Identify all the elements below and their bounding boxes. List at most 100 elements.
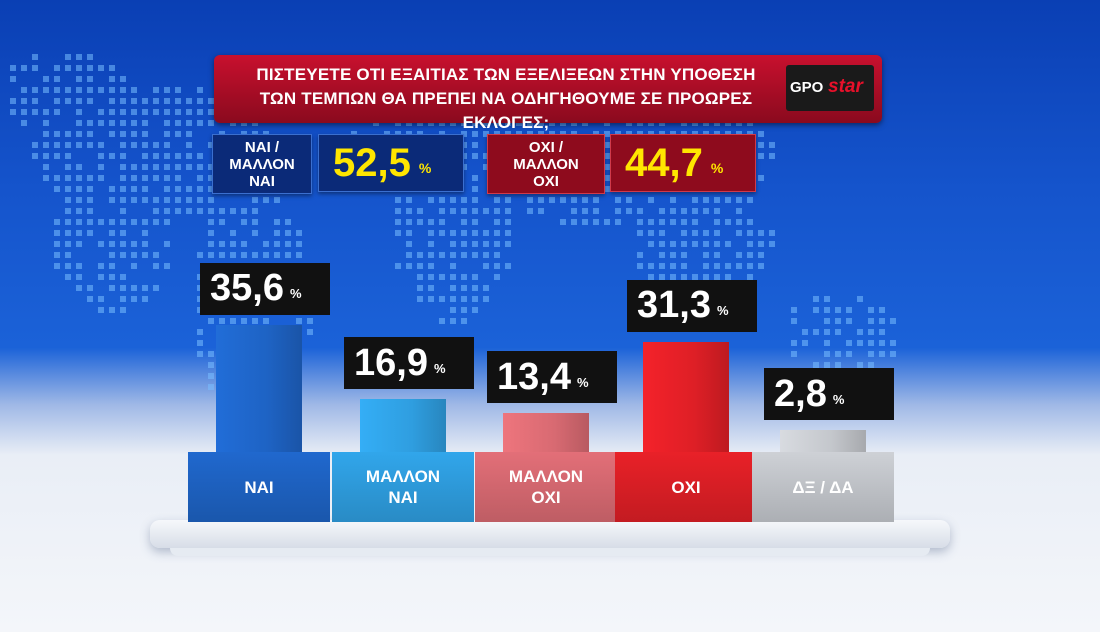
map-dot bbox=[637, 219, 643, 225]
map-dot bbox=[241, 241, 247, 247]
map-dot bbox=[692, 274, 698, 280]
map-dot bbox=[131, 186, 137, 192]
map-dot bbox=[142, 120, 148, 126]
map-dot bbox=[87, 175, 93, 181]
map-dot bbox=[703, 208, 709, 214]
map-dot bbox=[483, 296, 489, 302]
map-dot bbox=[43, 153, 49, 159]
value-number: 31,3 bbox=[637, 284, 711, 327]
summary-no-value-box: 44,7 % bbox=[610, 134, 756, 192]
map-dot bbox=[560, 219, 566, 225]
map-dot bbox=[76, 164, 82, 170]
map-dot bbox=[219, 219, 225, 225]
map-dot bbox=[54, 241, 60, 247]
map-dot bbox=[857, 340, 863, 346]
map-dot bbox=[758, 142, 764, 148]
map-dot bbox=[208, 142, 214, 148]
map-dot bbox=[571, 120, 577, 126]
map-dot bbox=[296, 318, 302, 324]
map-dot bbox=[120, 241, 126, 247]
summary-yes-value-box: 52,5 % bbox=[318, 134, 464, 192]
map-dot bbox=[43, 120, 49, 126]
map-dot bbox=[87, 98, 93, 104]
map-dot bbox=[98, 175, 104, 181]
map-dot bbox=[131, 197, 137, 203]
map-dot bbox=[835, 307, 841, 313]
map-dot bbox=[472, 296, 478, 302]
map-dot bbox=[76, 109, 82, 115]
map-dot bbox=[472, 186, 478, 192]
map-dot bbox=[120, 175, 126, 181]
map-dot bbox=[175, 87, 181, 93]
map-dot bbox=[472, 131, 478, 137]
map-dot bbox=[43, 164, 49, 170]
map-dot bbox=[813, 329, 819, 335]
map-dot bbox=[208, 318, 214, 324]
map-dot bbox=[120, 142, 126, 148]
map-dot bbox=[120, 252, 126, 258]
map-dot bbox=[274, 230, 280, 236]
map-dot bbox=[21, 87, 27, 93]
map-dot bbox=[208, 208, 214, 214]
map-dot bbox=[197, 164, 203, 170]
map-dot bbox=[417, 208, 423, 214]
map-dot bbox=[461, 120, 467, 126]
map-dot bbox=[846, 307, 852, 313]
map-dot bbox=[824, 296, 830, 302]
map-dot bbox=[549, 120, 555, 126]
map-dot bbox=[483, 263, 489, 269]
map-dot bbox=[186, 197, 192, 203]
map-dot bbox=[65, 131, 71, 137]
map-dot bbox=[175, 120, 181, 126]
map-dot bbox=[626, 208, 632, 214]
map-dot bbox=[21, 98, 27, 104]
map-dot bbox=[142, 109, 148, 115]
map-dot bbox=[153, 219, 159, 225]
map-dot bbox=[670, 274, 676, 280]
map-dot bbox=[164, 98, 170, 104]
map-dot bbox=[153, 252, 159, 258]
map-dot bbox=[131, 98, 137, 104]
map-dot bbox=[197, 340, 203, 346]
map-dot bbox=[659, 274, 665, 280]
question-title: ΠΙΣΤΕΥΕΤΕ ΟΤΙ ΕΞΑΙΤΙΑΣ ΤΩΝ ΕΞΕΛΙΞΕΩΝ ΣΤΗ… bbox=[226, 63, 786, 135]
map-dot bbox=[439, 219, 445, 225]
map-dot bbox=[21, 65, 27, 71]
map-dot bbox=[32, 54, 38, 60]
map-dot bbox=[714, 197, 720, 203]
map-dot bbox=[483, 208, 489, 214]
map-dot bbox=[571, 197, 577, 203]
map-dot bbox=[703, 252, 709, 258]
map-dot bbox=[538, 197, 544, 203]
map-dot bbox=[461, 307, 467, 313]
map-dot bbox=[615, 208, 621, 214]
map-dot bbox=[758, 263, 764, 269]
summary-yes-value: 52,5 bbox=[333, 140, 411, 185]
map-dot bbox=[65, 241, 71, 247]
map-dot bbox=[120, 307, 126, 313]
map-dot bbox=[87, 54, 93, 60]
map-dot bbox=[428, 263, 434, 269]
map-dot bbox=[87, 296, 93, 302]
map-dot bbox=[142, 230, 148, 236]
map-dot bbox=[483, 285, 489, 291]
map-dot bbox=[747, 230, 753, 236]
map-dot bbox=[846, 351, 852, 357]
map-dot bbox=[615, 219, 621, 225]
category-label: ΜΑΛΛΟΝ ΟΧΙ bbox=[508, 467, 584, 507]
map-dot bbox=[736, 230, 742, 236]
map-dot bbox=[417, 252, 423, 258]
map-dot bbox=[648, 219, 654, 225]
map-dot bbox=[131, 120, 137, 126]
map-dot bbox=[483, 131, 489, 137]
map-dot bbox=[65, 197, 71, 203]
map-dot bbox=[87, 219, 93, 225]
map-dot bbox=[109, 230, 115, 236]
map-dot bbox=[10, 109, 16, 115]
map-dot bbox=[120, 186, 126, 192]
map-dot bbox=[428, 230, 434, 236]
map-dot bbox=[890, 318, 896, 324]
map-dot bbox=[582, 120, 588, 126]
map-dot bbox=[164, 263, 170, 269]
map-dot bbox=[868, 362, 874, 368]
